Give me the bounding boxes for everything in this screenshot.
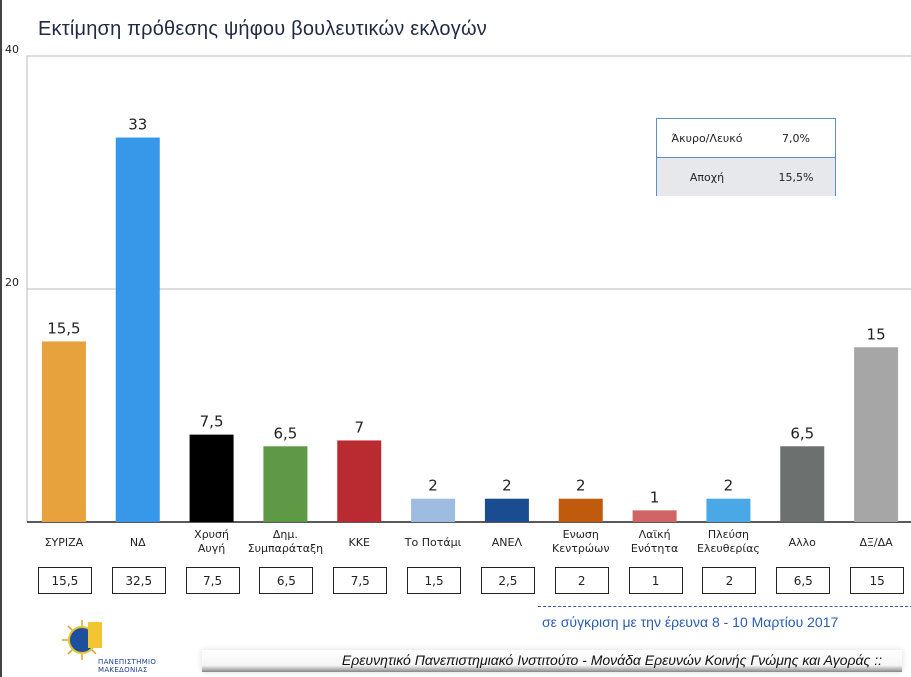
category-label-line: ΑΝΕΛ — [491, 536, 523, 549]
y-tick-label: 40 — [5, 43, 19, 56]
inset-table: Άκυρο/Λευκό 7,0% Αποχή 15,5% — [656, 118, 836, 196]
bar-chart: 20 40 15,5 33 7,5 6,5 7 2 2 2 1 2 6,5 15 — [5, 43, 911, 523]
data-label: 1 — [650, 488, 660, 506]
previous-value-box: 1 — [628, 567, 683, 594]
data-label: 2 — [724, 477, 734, 495]
chart-title: Εκτίμηση πρόθεσης ψήφου βουλευτικών εκλο… — [38, 18, 487, 40]
data-label: 6,5 — [790, 424, 814, 442]
bar — [189, 434, 234, 522]
data-label: 2 — [502, 477, 512, 495]
previous-value-box: 15,5 — [37, 567, 92, 594]
category-label: Αλλο — [752, 536, 852, 550]
divider — [538, 606, 911, 608]
category-label-line: Το Ποτάμι — [404, 536, 462, 549]
y-tick-label: 20 — [5, 276, 19, 289]
data-label: 6,5 — [273, 424, 297, 442]
category-label-line: Κεντρώων — [552, 542, 610, 555]
previous-value-box: 32,5 — [111, 567, 166, 594]
data-label: 15 — [867, 325, 886, 343]
data-label: 7,5 — [200, 413, 224, 431]
category-label-line: ΚΚΕ — [348, 536, 370, 549]
category-label-line: Αυγή — [197, 542, 226, 555]
bar — [632, 510, 677, 522]
category-label: Λαϊκή Ενότητα — [605, 528, 705, 556]
bar — [115, 137, 160, 523]
bar — [41, 341, 86, 522]
category-label: ΣΥΡΙΖΑ — [14, 536, 114, 550]
category-label: ΝΔ — [88, 536, 188, 550]
category-label-line: Ενότητα — [630, 542, 679, 555]
previous-value-box: 2,5 — [480, 567, 535, 594]
bar — [854, 347, 899, 522]
category-label-line: Λαϊκή — [638, 528, 671, 541]
logo-text: ΠΑΝΕΠΙΣΤΗΜΙΟ ΜΑΚΕΔΟΝΙΑΣ — [98, 658, 157, 674]
logo-emblem-icon — [62, 620, 102, 660]
category-label: Χρυσή Αυγή — [162, 528, 262, 556]
data-label: 2 — [428, 477, 438, 495]
previous-value-box: 1,5 — [407, 567, 462, 594]
category-label: Το Ποτάμι — [383, 536, 483, 550]
inset-row-invalid: Άκυρο/Λευκό 7,0% — [657, 119, 835, 157]
university-logo — [62, 620, 102, 664]
category-label: Πλεύση Ελευθερίας — [678, 528, 778, 556]
category-label-line: Χρυσή — [194, 528, 229, 541]
bar — [706, 498, 751, 522]
category-label-line: ΔΞ/ΔΑ — [859, 536, 893, 549]
footer-banner: Ερευνητικό Πανεπιστημιακό Ινστιτούτο - Μ… — [202, 650, 902, 672]
category-label-line: Δημ. — [272, 528, 298, 541]
data-label: 33 — [128, 116, 147, 134]
data-label: 15,5 — [47, 319, 80, 337]
inset-value: 15,5% — [778, 170, 814, 184]
category-label: Δημ. Συμπαράταξη — [235, 528, 335, 556]
bar — [780, 446, 825, 522]
inset-value: 7,0% — [782, 131, 810, 145]
category-label-line: ΝΔ — [129, 536, 146, 549]
comparison-note: σε σύγκριση με την έρευνα 8 - 10 Μαρτίου… — [542, 614, 839, 630]
bar — [337, 440, 382, 522]
previous-value-box: 6,5 — [259, 567, 314, 594]
data-label: 7 — [354, 418, 364, 436]
previous-value-box: 6,5 — [776, 567, 831, 594]
category-label-line: Πλεύση — [707, 528, 749, 541]
category-label-line: Ελευθερίας — [696, 542, 760, 555]
category-label: Ενωση Κεντρώων — [531, 528, 631, 556]
footer-text: Ερευνητικό Πανεπιστημιακό Ινστιτούτο - Μ… — [341, 652, 882, 668]
previous-value-box: 2 — [554, 567, 609, 594]
category-label: ΔΞ/ΔΑ — [826, 536, 911, 550]
inset-label: Αποχή — [689, 170, 725, 184]
previous-value-box: 15 — [850, 567, 905, 594]
category-label-line: Ενωση — [562, 528, 599, 541]
bar — [411, 498, 456, 522]
bar — [558, 498, 603, 522]
category-label-line: Αλλο — [788, 536, 816, 549]
bar — [263, 446, 308, 522]
category-label: ΚΚΕ — [309, 536, 409, 550]
data-label: 2 — [576, 477, 586, 495]
category-label-line: Συμπαράταξη — [247, 542, 324, 555]
bar — [484, 498, 529, 522]
category-label: ΑΝΕΛ — [457, 536, 557, 550]
inset-row-abstention: Αποχή 15,5% — [657, 157, 835, 196]
previous-value-box: 7,5 — [333, 567, 388, 594]
previous-value-box: 7,5 — [185, 567, 240, 594]
category-label-line: ΣΥΡΙΖΑ — [44, 536, 84, 549]
inset-label: Άκυρο/Λευκό — [671, 131, 743, 145]
previous-value-box: 2 — [702, 567, 757, 594]
